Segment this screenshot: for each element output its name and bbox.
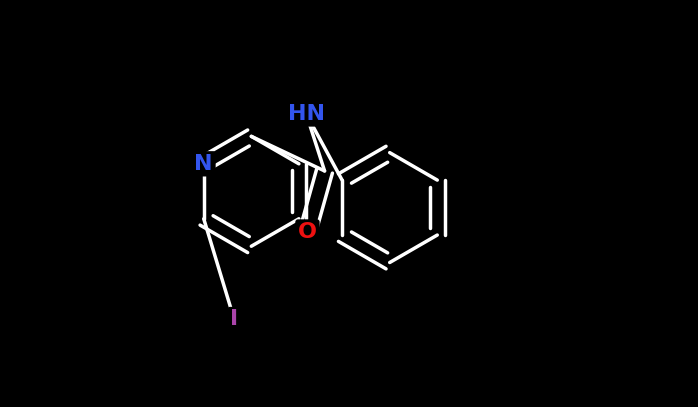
Text: I: I <box>230 309 238 330</box>
Text: N: N <box>195 154 213 174</box>
Text: O: O <box>298 222 317 242</box>
Text: HN: HN <box>288 104 325 124</box>
